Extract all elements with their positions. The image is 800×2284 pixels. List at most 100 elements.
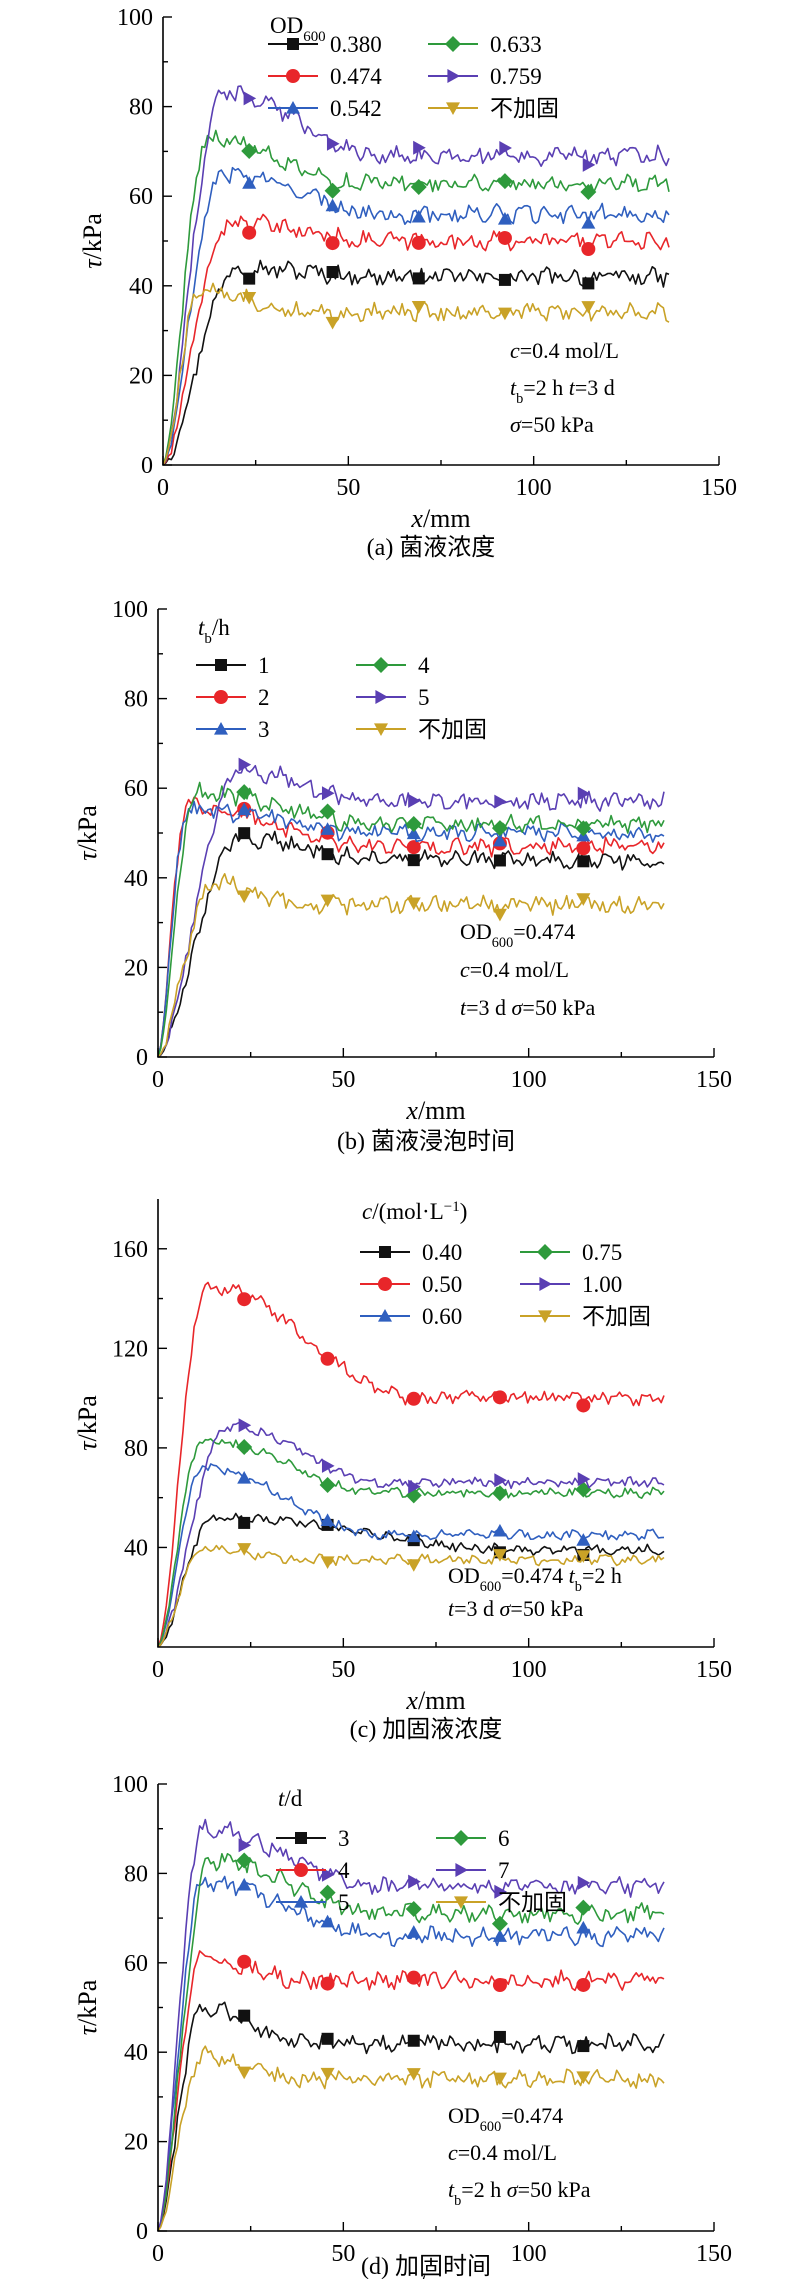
legend-marker (378, 1277, 392, 1291)
series-marker (575, 820, 592, 837)
y-tick-label: 40 (124, 866, 148, 892)
series-marker (499, 140, 512, 155)
series-marker (406, 826, 421, 840)
series-marker (494, 1473, 507, 1488)
x-tick-label: 100 (511, 2241, 547, 2267)
series-marker (577, 1472, 591, 1487)
series-markers-3 (237, 1877, 591, 1942)
x-tick-label: 50 (331, 1067, 355, 1093)
series-marker (581, 216, 596, 229)
x-tick-label: 150 (696, 2241, 732, 2267)
y-tick-label: 0 (136, 2219, 148, 2245)
x-tick-label: 0 (152, 1067, 164, 1093)
series-marker (581, 242, 596, 257)
y-tick-label: 20 (124, 955, 148, 981)
series-markers-2 (237, 1954, 591, 1993)
series-marker (492, 1929, 507, 1942)
y-tick-label: 80 (124, 687, 148, 713)
series-markers-4 (236, 784, 592, 837)
series-marker (238, 827, 251, 840)
series-marker (242, 291, 257, 305)
series-marker (321, 2032, 334, 2045)
y-tick-label: 160 (112, 1237, 148, 1263)
series-markers-5 (238, 1838, 591, 1899)
annotation-line: σ=50 kPa (510, 412, 594, 437)
legend: t/d 3 4 5 6 7 不加固 (276, 1786, 567, 1915)
series-markers-2 (242, 225, 596, 257)
legend-marker (455, 1863, 468, 1877)
series-marker (494, 794, 507, 809)
legend: OD600 0.380 0.474 0.542 0.633 0.759 不加固 (268, 13, 559, 121)
legend-label: 不加固 (418, 717, 487, 742)
series-marker (413, 140, 426, 155)
legend-marker (446, 102, 460, 115)
series-marker (406, 1925, 421, 1938)
series-marker (321, 848, 334, 861)
series-marker (492, 1390, 507, 1405)
x-axis-title: x/mm (410, 504, 470, 533)
series-marker (408, 1479, 421, 1494)
x-tick-label: 0 (152, 1657, 164, 1683)
series-markers-4 (236, 1439, 592, 1504)
series-marker (497, 230, 512, 245)
legend-label: 不加固 (582, 1304, 651, 1329)
series-marker (581, 301, 596, 314)
legend-label: 6 (498, 1826, 510, 1851)
series-marker (238, 757, 252, 772)
series-marker (243, 91, 257, 106)
annotation-line: c=0.4 mol/L (510, 338, 619, 363)
series-marker (582, 157, 596, 172)
x-axis-title: x/mm (405, 1686, 465, 1715)
series-marker (576, 1550, 591, 1563)
series-marker (406, 2068, 421, 2081)
legend-marker (286, 69, 300, 83)
y-axis-title: τ/kPa (73, 805, 102, 861)
series-marker (576, 1533, 591, 1546)
series-marker (320, 2067, 335, 2081)
y-tick-label: 0 (136, 1045, 148, 1071)
legend-marker (214, 722, 228, 735)
series-marker (326, 266, 339, 279)
series-marker (321, 1867, 335, 1882)
x-axis-title: x/mm (405, 1096, 465, 1125)
series-marker (492, 908, 507, 922)
series-marker (320, 1351, 335, 1366)
series-marker (237, 1954, 252, 1969)
series-markers-1 (243, 266, 595, 290)
legend-marker (539, 1277, 552, 1291)
legend-label: 0.380 (330, 32, 382, 57)
y-tick-label: 40 (124, 1535, 148, 1561)
series-marker (325, 316, 340, 330)
series-marker (492, 1549, 507, 1562)
legend-marker (294, 1863, 308, 1877)
series-marker (408, 1874, 421, 1889)
legend-label: 0.474 (330, 64, 382, 89)
x-tick-label: 50 (331, 2241, 355, 2267)
series-marker (496, 173, 513, 190)
chart-panel-1: 0 50 100 150 0 20 40 60 80 100 x/mm τ/kPa OD600 0.380… (78, 5, 737, 561)
annotation-line: c=0.4 mol/L (448, 2140, 557, 2165)
annotation-line: t=3 d σ=50 kPa (448, 1596, 584, 1621)
legend-label: 3 (258, 717, 270, 742)
axes-frame (157, 1784, 714, 2232)
legend-label: 5 (418, 685, 430, 710)
legend-label: 4 (418, 653, 430, 678)
series-marker (582, 277, 595, 290)
series-marker (238, 1838, 252, 1853)
x-tick-label: 150 (696, 1657, 732, 1683)
y-tick-label: 0 (141, 453, 153, 479)
x-tick-label: 150 (696, 1067, 732, 1093)
series-marker (325, 198, 340, 212)
series-marker (492, 1978, 507, 1993)
series-marker (577, 2040, 590, 2053)
axes-frame (162, 17, 719, 466)
panel-caption: (c) 加固液浓度 (350, 1716, 503, 1743)
series-marker (407, 2034, 420, 2047)
legend-title: tb/h (198, 615, 230, 647)
series-marker (577, 855, 590, 868)
series-marker (497, 307, 512, 321)
series-marker (320, 822, 335, 835)
series-marker (405, 1901, 422, 1918)
series-markers-4 (241, 142, 597, 200)
series-markers-5 (243, 91, 596, 172)
